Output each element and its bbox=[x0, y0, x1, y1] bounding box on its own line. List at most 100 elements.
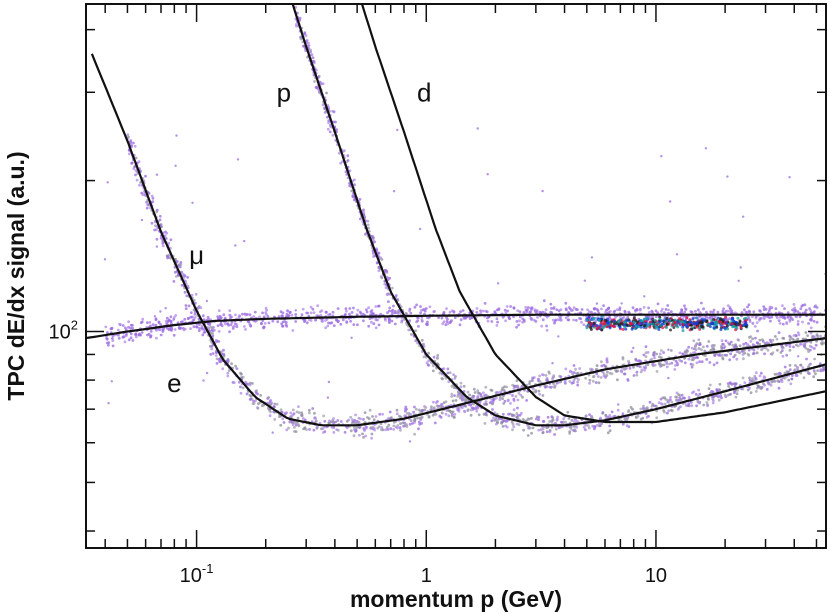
data-point bbox=[445, 320, 449, 323]
data-point bbox=[169, 238, 173, 242]
data-point bbox=[788, 368, 792, 371]
data-point bbox=[305, 321, 309, 325]
data-point bbox=[107, 343, 110, 347]
data-point bbox=[694, 348, 698, 351]
data-point bbox=[131, 323, 134, 327]
data-point bbox=[439, 415, 443, 419]
data-point bbox=[660, 356, 663, 360]
data-point bbox=[105, 337, 109, 341]
data-point bbox=[727, 322, 731, 326]
data-point bbox=[501, 397, 504, 401]
data-point bbox=[463, 409, 466, 413]
data-point bbox=[680, 359, 683, 363]
data-point bbox=[453, 316, 457, 319]
data-point bbox=[789, 382, 793, 386]
data-point bbox=[638, 321, 642, 325]
data-point bbox=[301, 417, 305, 420]
data-point bbox=[658, 324, 662, 328]
data-point bbox=[625, 323, 629, 327]
data-point bbox=[669, 395, 672, 399]
data-point bbox=[650, 357, 653, 361]
data-point bbox=[214, 339, 218, 342]
data-point bbox=[416, 319, 419, 323]
data-point bbox=[730, 309, 734, 313]
data-point bbox=[407, 328, 411, 332]
data-point bbox=[308, 428, 311, 431]
data-point bbox=[632, 316, 636, 320]
data-point bbox=[613, 414, 617, 418]
data-point bbox=[420, 318, 424, 322]
data-point bbox=[352, 323, 356, 326]
data-point bbox=[300, 414, 304, 418]
data-point bbox=[542, 299, 546, 303]
data-point bbox=[731, 343, 735, 347]
data-point bbox=[281, 417, 285, 421]
data-point bbox=[519, 393, 523, 397]
data-point bbox=[806, 348, 810, 351]
data-point bbox=[580, 320, 583, 324]
data-point bbox=[239, 385, 242, 389]
data-point bbox=[454, 399, 458, 402]
data-point bbox=[211, 352, 215, 355]
data-point bbox=[610, 320, 614, 324]
data-point bbox=[655, 416, 659, 420]
data-point bbox=[501, 412, 505, 416]
data-point bbox=[607, 311, 611, 314]
data-point bbox=[530, 306, 534, 310]
data-point bbox=[179, 261, 183, 264]
data-point bbox=[756, 341, 760, 345]
data-point bbox=[472, 394, 476, 398]
data-point bbox=[728, 317, 731, 320]
data-point bbox=[249, 397, 253, 401]
data-point bbox=[779, 351, 783, 354]
data-point bbox=[145, 200, 148, 204]
data-point bbox=[350, 189, 354, 193]
data-point bbox=[630, 322, 634, 326]
data-point bbox=[504, 311, 508, 315]
data-point bbox=[396, 128, 399, 132]
data-point bbox=[228, 309, 232, 312]
data-point bbox=[321, 103, 325, 107]
data-point bbox=[705, 344, 709, 348]
data-point bbox=[372, 418, 376, 422]
data-point bbox=[666, 400, 670, 404]
data-point bbox=[504, 319, 507, 323]
data-point bbox=[464, 404, 468, 408]
data-point bbox=[721, 319, 725, 323]
data-point bbox=[796, 331, 800, 334]
data-point bbox=[352, 434, 356, 438]
data-point bbox=[159, 310, 162, 313]
data-point bbox=[588, 378, 592, 382]
data-point bbox=[790, 308, 794, 312]
data-point bbox=[555, 308, 559, 311]
data-point bbox=[284, 323, 288, 327]
data-point bbox=[557, 426, 561, 430]
data-point bbox=[664, 308, 668, 311]
data-point bbox=[788, 363, 792, 367]
data-point bbox=[567, 417, 571, 420]
data-point bbox=[260, 404, 264, 407]
data-point bbox=[658, 315, 662, 319]
data-point bbox=[193, 316, 197, 319]
data-point bbox=[106, 331, 109, 334]
data-point bbox=[302, 427, 305, 431]
data-point bbox=[702, 403, 706, 407]
data-point bbox=[227, 323, 231, 327]
data-point bbox=[760, 371, 763, 375]
data-point bbox=[319, 81, 322, 84]
data-point bbox=[468, 393, 471, 397]
curve-label: μ bbox=[189, 240, 204, 270]
data-point bbox=[166, 256, 170, 260]
data-point bbox=[248, 313, 252, 317]
x-axis-title: momentum p (GeV) bbox=[350, 586, 562, 612]
data-point bbox=[216, 315, 220, 318]
data-point bbox=[229, 323, 233, 327]
data-point bbox=[768, 316, 771, 320]
data-point bbox=[388, 321, 391, 324]
data-point bbox=[245, 392, 249, 396]
data-point bbox=[280, 322, 283, 326]
data-point bbox=[632, 365, 635, 369]
data-point bbox=[566, 410, 570, 414]
data-point bbox=[246, 382, 250, 386]
data-point bbox=[140, 218, 144, 222]
